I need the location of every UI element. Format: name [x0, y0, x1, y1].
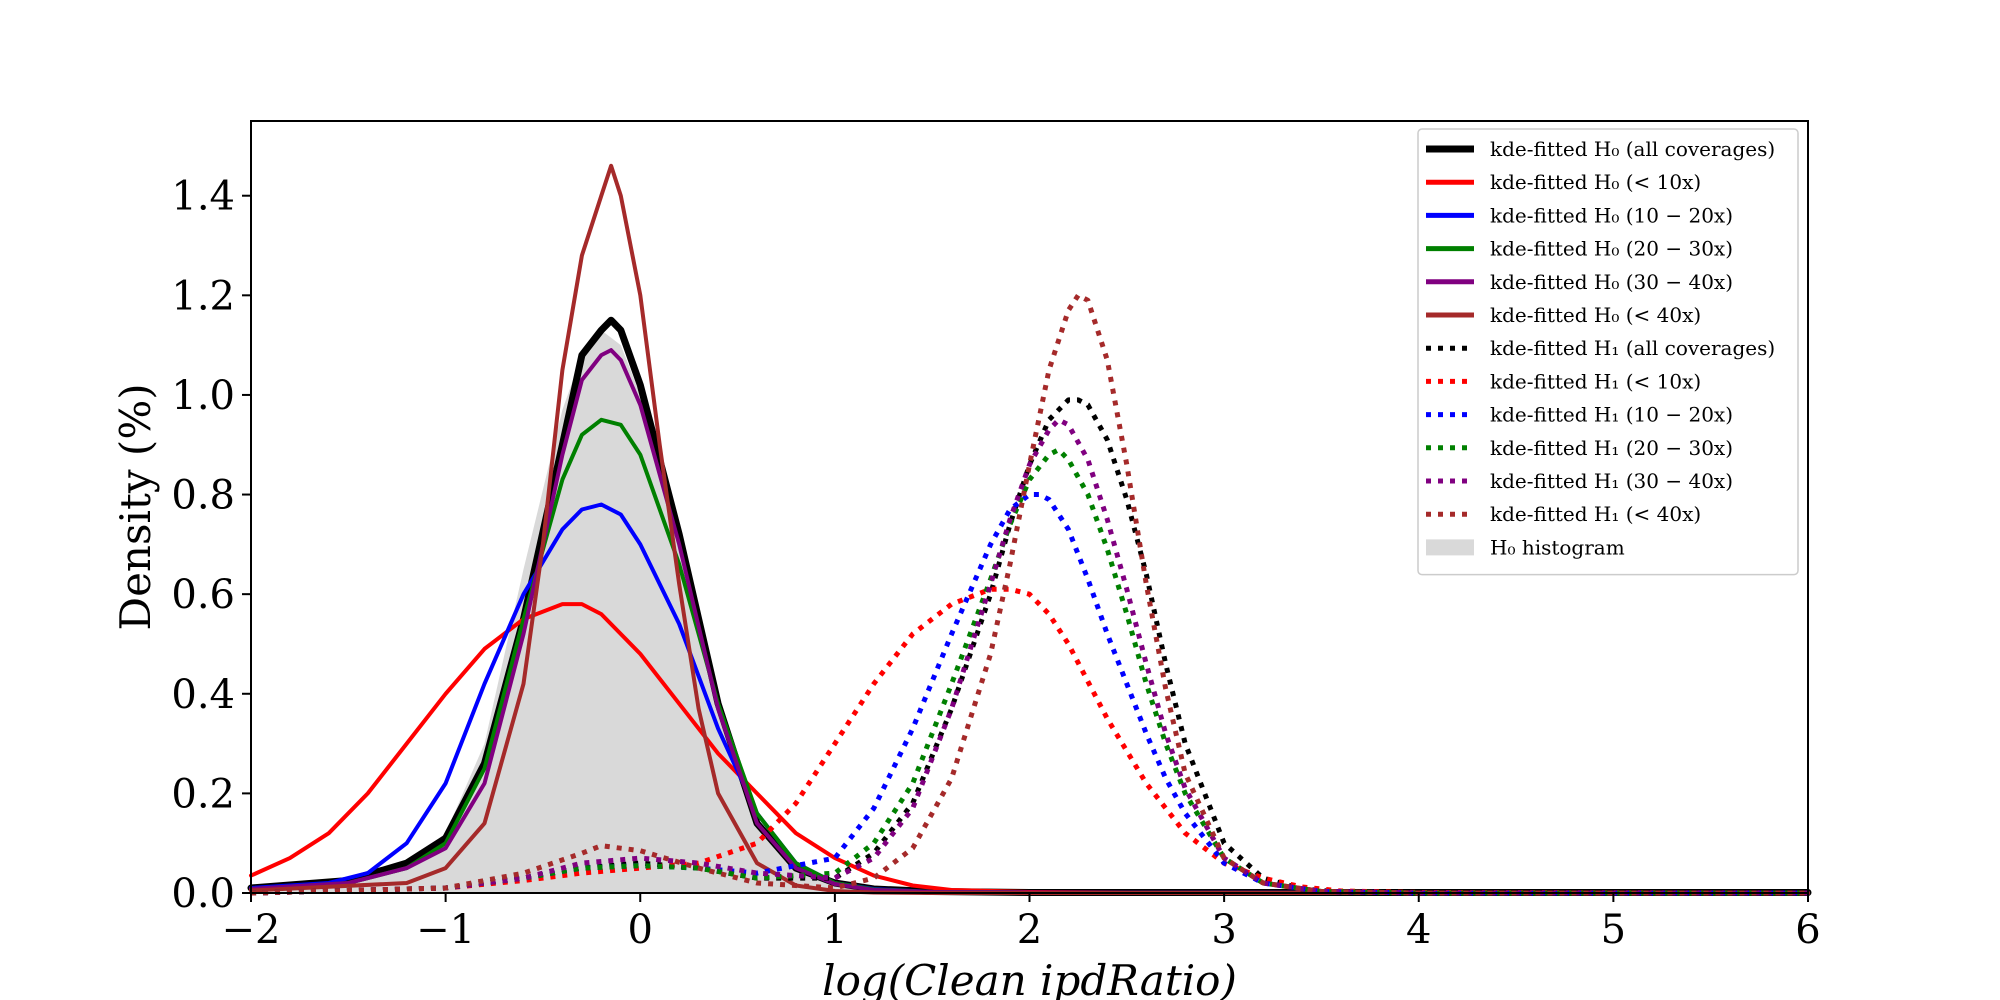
h0-histogram-area: [251, 330, 913, 893]
legend-label: kde-fitted H₁ (all coverages): [1490, 336, 1775, 360]
legend-label: kde-fitted H₀ (30 − 40x): [1490, 270, 1733, 294]
y-tick-label: 1.2: [171, 273, 235, 319]
plot-area: [247, 163, 1812, 896]
y-tick-label: 0.0: [171, 871, 235, 917]
y-tick-label: 0.6: [171, 572, 235, 618]
legend-box: [1417, 128, 1799, 576]
legend-label: kde-fitted H₁ (< 10x): [1490, 369, 1701, 393]
series-line-h1-5: [250, 417, 1808, 896]
series-line-h1-6: [250, 292, 1808, 896]
legend-label-histogram: H₀ histogram: [1490, 535, 1625, 559]
y-axis-title: Density (%): [111, 383, 160, 630]
legend-label: kde-fitted H₀ (< 40x): [1490, 303, 1701, 327]
y-tick-label: 1.4: [171, 174, 235, 220]
legend-label: kde-fitted H₀ (< 10x): [1490, 170, 1701, 194]
series-line-h1-4: [250, 447, 1808, 896]
legend-label: kde-fitted H₀ (10 − 20x): [1490, 203, 1733, 227]
x-tick-label: 0: [628, 907, 653, 953]
x-tick-label: 5: [1601, 907, 1626, 953]
x-tick-label: −2: [222, 907, 281, 953]
legend-label: kde-fitted H₁ (< 40x): [1490, 502, 1701, 526]
series-line-h0-2: [249, 602, 1810, 895]
legend-label: kde-fitted H₀ (20 − 30x): [1490, 237, 1733, 261]
legend-swatch-histogram: [1426, 539, 1474, 556]
series-line-h0-5: [249, 348, 1810, 895]
x-tick-label: 6: [1795, 907, 1820, 953]
legend-label: kde-fitted H₁ (30 − 40x): [1490, 469, 1733, 493]
legend-label: kde-fitted H₁ (20 − 30x): [1490, 436, 1733, 460]
x-tick-label: 2: [1017, 907, 1042, 953]
legend-label: kde-fitted H₀ (all coverages): [1490, 137, 1775, 161]
x-tick-label: −1: [416, 907, 475, 953]
axis-ticks: −2 −1 0 1 2 3 4 5 6 0.0 0.2 0.4 0.6 0.8 1.0 1.2 1.4: [171, 174, 1820, 953]
series-line-h0-6: [249, 163, 1810, 895]
y-tick-label: 0.4: [171, 672, 235, 718]
y-tick-label: 0.8: [171, 473, 235, 519]
x-tick-label: 4: [1406, 907, 1431, 953]
x-tick-label: 1: [822, 907, 847, 953]
y-tick-label: 0.2: [171, 771, 235, 817]
y-tick-label: 1.0: [171, 373, 235, 419]
legend-label: kde-fitted H₁ (10 − 20x): [1490, 403, 1733, 427]
x-tick-label: 3: [1211, 907, 1236, 953]
legend: kde-fitted H₀ (all coverages) kde-fitted …: [1417, 128, 1799, 576]
x-axis-title: log(Clean ipdRatio): [822, 956, 1237, 1000]
